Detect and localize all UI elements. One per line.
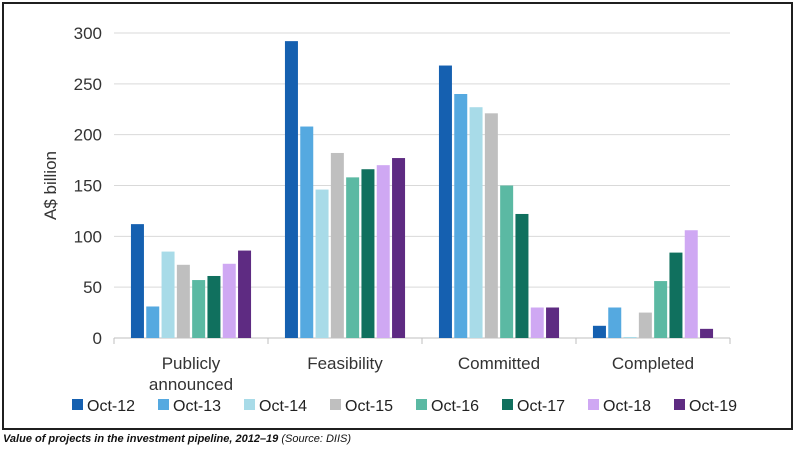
bar-oct-17-0 [207, 275, 221, 338]
bar-oct-16-3 [654, 281, 668, 338]
bar-oct-15-1 [330, 152, 344, 338]
bar-oct-15-2 [484, 113, 498, 338]
bar-oct-18-2 [530, 307, 544, 338]
x-tick-label: Completed [612, 354, 694, 373]
bar-oct-18-0 [222, 263, 236, 338]
bar-oct-18-1 [376, 165, 390, 338]
bar-oct-19-2 [546, 307, 560, 338]
bar-oct-14-3 [623, 336, 637, 338]
legend-label-oct-15: Oct-15 [345, 398, 393, 415]
y-tick-label: 250 [74, 75, 102, 94]
legend-label-oct-18: Oct-18 [603, 398, 651, 415]
x-tick-label: Publicly [162, 354, 221, 373]
legend-label-oct-12: Oct-12 [87, 398, 135, 415]
legend-swatch-oct-18 [588, 399, 599, 410]
caption-source: (Source: DIIS) [278, 433, 352, 445]
y-tick-label: 0 [93, 329, 102, 348]
bar-oct-14-0 [161, 251, 175, 338]
bar-oct-12-1 [284, 41, 298, 339]
legend-label-oct-14: Oct-14 [259, 398, 307, 415]
x-tick-label: Feasibility [307, 354, 383, 373]
bar-oct-17-3 [669, 252, 683, 338]
x-tick-label: announced [149, 375, 233, 394]
y-tick-label: 50 [83, 278, 102, 297]
bar-oct-13-2 [454, 94, 468, 338]
legend-label-oct-13: Oct-13 [173, 398, 221, 415]
y-tick-label: 200 [74, 126, 102, 145]
figure-caption: Value of projects in the investment pipe… [3, 433, 351, 445]
bar-oct-18-3 [684, 230, 698, 338]
bar-oct-17-1 [361, 169, 375, 338]
bar-oct-16-2 [500, 185, 514, 338]
y-tick-label: 150 [74, 177, 102, 196]
bar-oct-15-0 [176, 264, 190, 338]
y-tick-label: 300 [74, 24, 102, 43]
legend-label-oct-19: Oct-19 [689, 398, 737, 415]
bar-chart: 0 50 100 150 200 250 300 A$ billion Publicly anno… [41, 24, 737, 415]
bar-oct-13-1 [300, 126, 314, 339]
bar-oct-19-3 [700, 328, 714, 338]
bar-oct-17-2 [515, 213, 529, 338]
bar-oct-15-3 [638, 312, 652, 338]
legend-label-oct-17: Oct-17 [517, 398, 565, 415]
legend-swatch-oct-19 [674, 399, 685, 410]
x-tick-label: Committed [458, 354, 540, 373]
caption-title: Value of projects in the investment pipe… [3, 433, 279, 445]
bar-oct-19-1 [392, 158, 406, 338]
legend-swatch-oct-12 [72, 399, 83, 410]
legend-swatch-oct-13 [158, 399, 169, 410]
bar-oct-12-2 [438, 65, 452, 339]
y-axis-title: A$ billion [41, 151, 60, 220]
bar-oct-13-0 [146, 306, 160, 338]
legend-swatch-oct-16 [416, 399, 427, 410]
bar-oct-12-3 [592, 325, 606, 338]
y-tick-label: 100 [74, 227, 102, 246]
bar-oct-16-0 [192, 280, 206, 338]
figure-frame: 0 50 100 150 200 250 300 A$ billion Publicly anno… [2, 2, 793, 430]
legend-label-oct-16: Oct-16 [431, 398, 479, 415]
legend-swatch-oct-15 [330, 399, 341, 410]
bar-oct-13-3 [608, 307, 622, 338]
bar-oct-16-1 [346, 177, 360, 338]
legend-swatch-oct-14 [244, 399, 255, 410]
bar-oct-12-0 [130, 224, 144, 338]
bar-oct-19-0 [238, 250, 252, 338]
bar-oct-14-1 [315, 189, 329, 338]
legend-swatch-oct-17 [502, 399, 513, 410]
bar-oct-14-2 [469, 107, 483, 338]
